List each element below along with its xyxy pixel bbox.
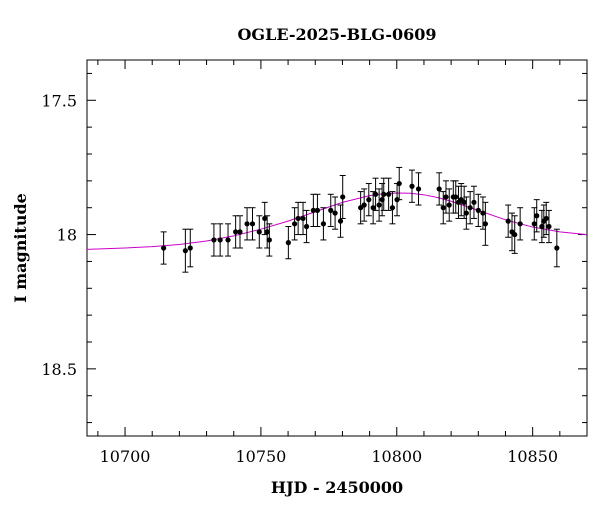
data-point bbox=[475, 207, 481, 213]
data-point bbox=[461, 199, 467, 205]
data-point bbox=[471, 199, 477, 205]
error-bars bbox=[160, 166, 560, 273]
data-point bbox=[182, 248, 188, 254]
data-point bbox=[285, 240, 291, 246]
data-point bbox=[249, 221, 256, 227]
y-tick-label: 17.5 bbox=[41, 91, 77, 110]
data-point bbox=[314, 207, 321, 213]
axis-tick-labels: 10700 10750 10800 10850 17.5 18 18.5 bbox=[41, 91, 558, 466]
data-point bbox=[467, 205, 473, 211]
data-point bbox=[292, 221, 298, 227]
data-point bbox=[366, 197, 372, 203]
data-point bbox=[337, 218, 344, 224]
data-point bbox=[233, 229, 239, 235]
data-point bbox=[310, 207, 316, 213]
data-point bbox=[409, 183, 415, 189]
data-point bbox=[372, 191, 379, 197]
data-point bbox=[440, 205, 446, 211]
data-point bbox=[415, 186, 422, 192]
data-point bbox=[531, 221, 537, 227]
data-point bbox=[436, 186, 442, 192]
data-point bbox=[340, 194, 346, 200]
data-point bbox=[187, 245, 193, 251]
plot-frame bbox=[86, 59, 588, 437]
y-tick-label: 18 bbox=[57, 226, 77, 245]
data-points bbox=[161, 180, 560, 254]
data-point bbox=[505, 218, 511, 224]
data-point bbox=[217, 237, 223, 243]
x-tick-label: 10850 bbox=[507, 447, 558, 466]
data-point bbox=[453, 194, 459, 200]
data-point bbox=[379, 197, 385, 203]
y-axis-label: I magnitude bbox=[11, 193, 30, 303]
data-point bbox=[376, 202, 382, 208]
data-point bbox=[332, 210, 338, 216]
y-tick-label: 18.5 bbox=[41, 360, 77, 379]
data-point bbox=[300, 215, 306, 222]
data-point bbox=[303, 223, 310, 230]
x-tick-label: 10800 bbox=[371, 447, 422, 466]
data-point bbox=[482, 221, 488, 227]
data-point bbox=[370, 205, 376, 211]
data-point bbox=[517, 221, 523, 227]
data-point bbox=[361, 202, 367, 208]
data-point bbox=[358, 205, 364, 211]
data-point bbox=[546, 223, 552, 230]
chart-title: OGLE-2025-BLG-0609 bbox=[237, 25, 436, 44]
data-point bbox=[389, 205, 396, 211]
data-point bbox=[512, 231, 518, 238]
data-point bbox=[534, 213, 540, 219]
data-point bbox=[295, 215, 301, 222]
data-point bbox=[539, 223, 545, 230]
data-point bbox=[264, 229, 270, 235]
data-point bbox=[262, 215, 268, 222]
data-point bbox=[161, 245, 167, 251]
plot-area bbox=[87, 166, 587, 273]
data-point bbox=[256, 229, 262, 235]
data-point bbox=[237, 229, 243, 235]
data-point bbox=[225, 237, 231, 243]
data-point bbox=[211, 237, 217, 243]
data-point bbox=[386, 191, 392, 197]
axis-ticks bbox=[87, 60, 588, 436]
data-point bbox=[463, 210, 469, 216]
data-point bbox=[328, 207, 334, 213]
data-point bbox=[443, 194, 449, 200]
data-point bbox=[480, 210, 486, 216]
data-point bbox=[266, 237, 272, 243]
data-point bbox=[543, 215, 549, 222]
data-point bbox=[381, 191, 387, 197]
data-point bbox=[396, 180, 402, 187]
data-point bbox=[244, 221, 250, 227]
x-tick-label: 10750 bbox=[235, 447, 286, 466]
data-point bbox=[554, 245, 560, 251]
x-tick-label: 10700 bbox=[100, 447, 151, 466]
data-point bbox=[320, 221, 327, 227]
data-point bbox=[446, 202, 452, 208]
data-point bbox=[394, 197, 400, 203]
x-axis-label: HJD - 2450000 bbox=[271, 478, 403, 497]
